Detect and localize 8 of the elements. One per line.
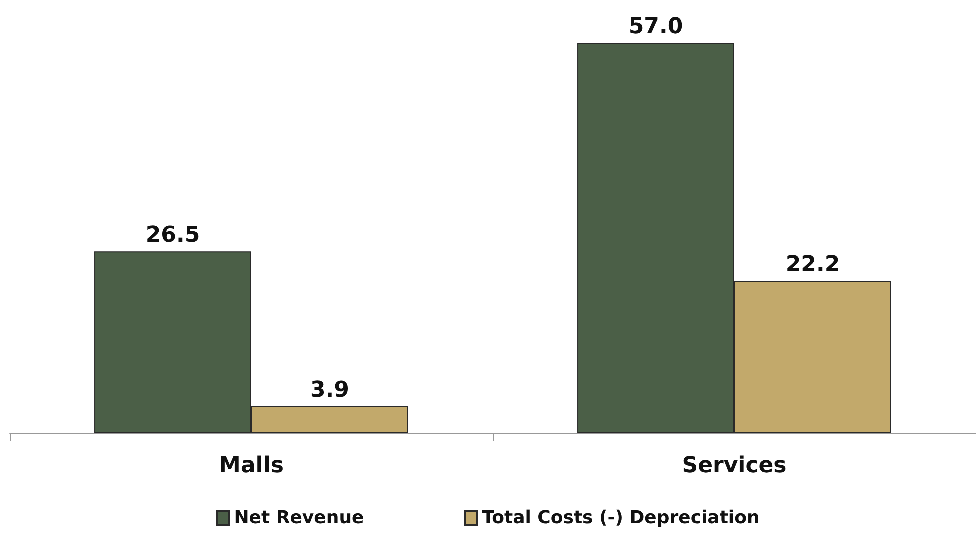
data-label: 26.5 (146, 223, 200, 248)
data-label: 22.2 (786, 252, 840, 278)
x-tick-label: Services (682, 454, 787, 478)
data-label: 3.9 (310, 378, 350, 403)
legend-label: Total Costs (-) Depreciation (482, 508, 760, 528)
x-tick-label: Malls (219, 454, 284, 478)
legend-label: Net Revenue (234, 508, 364, 528)
data-label: 57.0 (628, 14, 684, 40)
